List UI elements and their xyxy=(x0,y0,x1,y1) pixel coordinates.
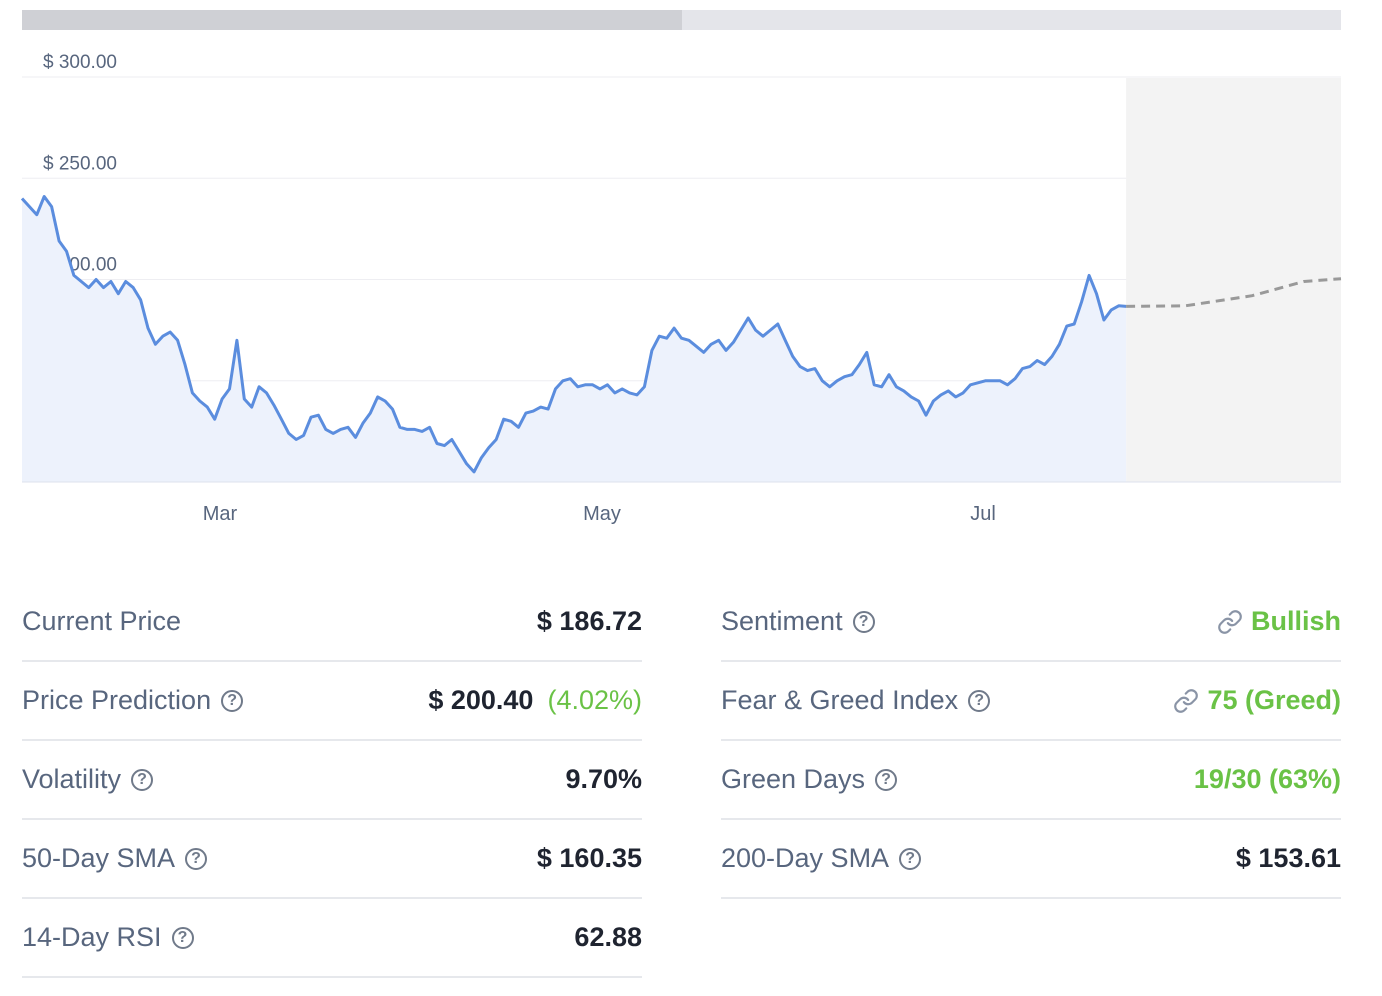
sentiment-value: Bullish xyxy=(1250,606,1341,636)
volatility-value: 9.70% xyxy=(565,764,642,794)
forecast-line xyxy=(1126,277,1342,308)
stat-label: Fear & Greed Index xyxy=(721,685,959,715)
x-tick-label: Jul xyxy=(970,503,996,525)
current-price-value: $ 186.72 xyxy=(536,606,642,636)
help-icon[interactable]: ? xyxy=(875,768,898,791)
stat-green-days: Green Days ? 19/30 (63%) xyxy=(721,741,1341,820)
stat-label: Sentiment xyxy=(721,606,843,636)
price-prediction-value: $ 200.40 xyxy=(428,685,534,715)
stat-current-price: Current Price $ 186.72 xyxy=(22,583,642,662)
stat-14-day-rsi: 14-Day RSI ? 62.88 xyxy=(22,899,642,978)
stat-50-day-sma: 50-Day SMA ? $ 160.35 xyxy=(22,820,642,899)
price-chart: $ 300.00$ 250.00$ 200.00$ 150.00$ 100.00… xyxy=(20,52,1342,525)
help-icon[interactable]: ? xyxy=(221,689,244,712)
stat-fear-greed: Fear & Greed Index ? 75 (Greed) xyxy=(721,662,1341,741)
stat-label: 200-Day SMA xyxy=(721,843,890,873)
sma-200-value: $ 153.61 xyxy=(1235,843,1341,873)
stat-label: 50-Day SMA xyxy=(22,843,176,873)
help-icon[interactable]: ? xyxy=(899,847,922,870)
rsi-14-value: 62.88 xyxy=(574,922,642,952)
stats-right: Sentiment ? Bullish Fear & Greed Index ? xyxy=(721,583,1341,899)
fear-greed-link[interactable]: 75 (Greed) xyxy=(1173,685,1341,716)
stat-200-day-sma: 200-Day SMA ? $ 153.61 xyxy=(721,820,1341,899)
help-icon[interactable]: ? xyxy=(968,689,991,712)
y-tick-label: $ 250.00 xyxy=(43,153,117,174)
stat-label: Current Price xyxy=(22,606,182,636)
stat-label: 14-Day RSI xyxy=(22,922,162,952)
stat-volatility: Volatility ? 9.70% xyxy=(22,741,642,820)
x-tick-label: May xyxy=(583,503,621,525)
link-icon xyxy=(1173,688,1199,714)
stat-label: Green Days xyxy=(721,764,866,794)
x-tick-label: Mar xyxy=(203,503,238,525)
range-selector-handle[interactable] xyxy=(22,10,682,30)
y-tick-label: $ 300.00 xyxy=(43,52,117,73)
fear-greed-value: 75 (Greed) xyxy=(1207,685,1341,715)
stat-label: Price Prediction xyxy=(22,685,212,715)
help-icon[interactable]: ? xyxy=(171,926,194,949)
stats-left: Current Price $ 186.72 Price Prediction … xyxy=(22,583,642,978)
range-selector[interactable] xyxy=(22,10,1341,30)
help-icon[interactable]: ? xyxy=(131,768,154,791)
price-line xyxy=(20,195,1127,474)
sma-50-value: $ 160.35 xyxy=(536,843,642,873)
stat-price-prediction: Price Prediction ? $ 200.40 (4.02%) xyxy=(22,662,642,741)
help-icon[interactable]: ? xyxy=(185,847,208,870)
stat-label: Volatility xyxy=(22,764,122,794)
price-area xyxy=(22,196,1127,482)
price-prediction-pct: (4.02%) xyxy=(547,685,642,715)
green-days-value: 19/30 (63%) xyxy=(1193,764,1341,794)
sentiment-link[interactable]: Bullish xyxy=(1217,606,1341,637)
help-icon[interactable]: ? xyxy=(852,610,875,633)
stat-sentiment: Sentiment ? Bullish xyxy=(721,583,1341,662)
link-icon xyxy=(1217,609,1243,635)
